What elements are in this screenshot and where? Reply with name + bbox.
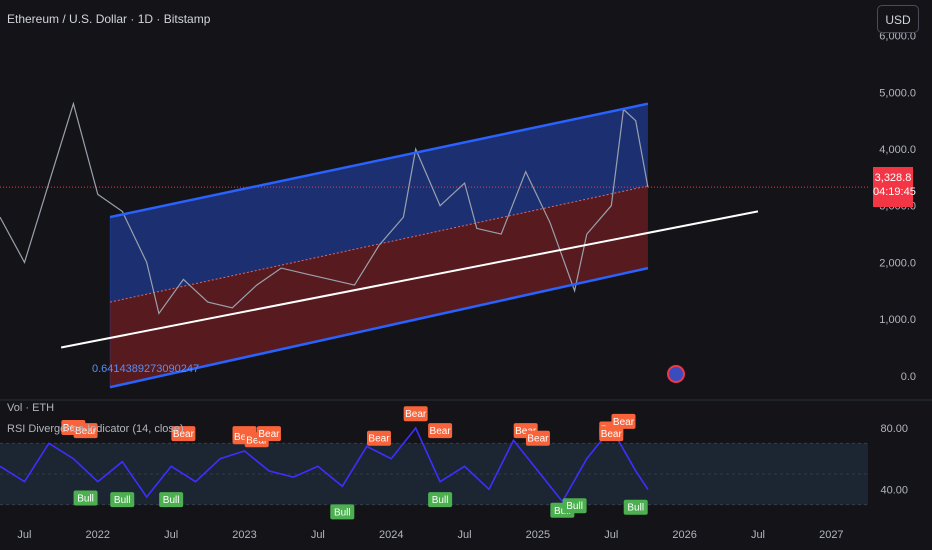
bull-marker-box <box>562 498 587 514</box>
price-axis-tick: 2,000.0 <box>879 257 916 269</box>
bear-marker: Bear <box>599 426 624 442</box>
bear-marker-label: Bear <box>173 429 195 440</box>
bear-marker-label: Bear <box>258 429 280 440</box>
bear-marker-label: Bear <box>405 409 427 420</box>
price-series-line <box>0 101 649 315</box>
bull-marker-box <box>330 504 355 520</box>
bear-marker: Bear <box>611 413 636 429</box>
bear-marker: Bear <box>403 406 428 422</box>
time-axis-tick: Jul <box>751 529 765 541</box>
bear-marker-box <box>256 426 281 442</box>
bull-marker-box <box>428 492 453 508</box>
price-axis-tick: 4,000.0 <box>879 144 916 156</box>
bull-marker: Bull <box>73 490 98 506</box>
time-axis-tick: 2026 <box>672 529 696 541</box>
bull-marker: Bull <box>623 499 648 515</box>
bear-marker-box <box>428 423 453 439</box>
bear-marker-box <box>403 406 428 422</box>
time-axis-tick: 2025 <box>526 529 550 541</box>
bear-marker: Bear <box>525 430 550 446</box>
bull-marker-label: Bull <box>334 507 351 518</box>
time-axis-tick: 2024 <box>379 529 403 541</box>
bear-marker-box <box>599 426 624 442</box>
bear-marker-label: Bear <box>515 426 537 437</box>
price-axis-tick: 6,000.0 <box>879 31 916 43</box>
bull-marker-label: Bull <box>554 506 571 517</box>
time-axis-tick: 2023 <box>232 529 256 541</box>
current-price-tag: 3,328.8 04:19:45 <box>873 167 916 207</box>
bear-marker-label: Bear <box>75 426 97 437</box>
channel-lower-fill <box>110 185 648 388</box>
channel-upper-fill <box>110 103 648 303</box>
time-axis-tick: Jul <box>311 529 325 541</box>
bull-marker: Bull <box>562 498 587 514</box>
bar-countdown: 04:19:45 <box>873 186 916 198</box>
bear-marker: Bear <box>171 426 196 442</box>
bear-marker: Bear <box>428 423 453 439</box>
bull-marker-box <box>110 492 135 508</box>
bear-marker-label: Bear <box>527 434 549 445</box>
time-axis-tick: Jul <box>17 529 31 541</box>
currency-button[interactable]: USD <box>877 5 919 33</box>
bull-marker-label: Bull <box>77 494 94 505</box>
current-price-value: 3,328.8 <box>874 172 912 184</box>
rsi-line <box>0 426 649 504</box>
bull-marker-box <box>73 490 98 506</box>
bear-marker: Bear <box>366 430 391 446</box>
price-axis-tick: 0.0 <box>901 371 916 383</box>
bull-marker-label: Bull <box>114 495 131 506</box>
bull-marker-label: Bull <box>432 495 449 506</box>
time-axis-tick: Jul <box>458 529 472 541</box>
bear-marker: Bear <box>256 426 281 442</box>
bull-marker-box <box>623 499 648 515</box>
channel-upper-line <box>109 102 649 219</box>
time-axis-tick: 2022 <box>86 529 110 541</box>
bear-marker-label: Bear <box>613 417 635 428</box>
bear-marker-label: Bear <box>430 426 452 437</box>
bull-marker-box <box>159 492 184 508</box>
bull-marker: Bull <box>330 504 355 520</box>
volume-label: Vol · ETH <box>7 402 55 414</box>
bear-marker-box <box>366 430 391 446</box>
bear-marker-box <box>73 423 98 439</box>
channel-lower-line <box>109 266 649 389</box>
bull-marker-label: Bull <box>627 503 644 514</box>
regression-line <box>60 210 759 349</box>
bear-marker-box <box>611 413 636 429</box>
price-axis-tick: 5,000.0 <box>879 87 916 99</box>
bear-marker-label: Bear <box>601 429 623 440</box>
bear-marker-box <box>171 426 196 442</box>
bull-marker: Bull <box>428 492 453 508</box>
time-axis-tick: Jul <box>604 529 618 541</box>
bear-marker-label: Bear <box>246 435 268 446</box>
rsi-axis-tick: 80.00 <box>880 423 908 435</box>
rsi-label: RSI Divergence Indicator (14, close) <box>7 423 184 435</box>
bull-marker-label: Bull <box>566 501 583 512</box>
bull-marker: Bull <box>159 492 184 508</box>
bull-marker: Bull <box>110 492 135 508</box>
bear-marker-box <box>525 430 550 446</box>
bear-marker: Bear <box>73 423 98 439</box>
chart-title: Ethereum / U.S. Dollar · 1D · Bitstamp <box>7 12 211 26</box>
price-axis-tick: 1,000.0 <box>879 314 916 326</box>
us-flag-icon <box>667 365 685 383</box>
rsi-axis-tick: 40.00 <box>880 484 908 496</box>
time-axis-tick: 2027 <box>819 529 843 541</box>
fib-value-label: 0.6414389273090247 <box>92 363 200 375</box>
time-axis-tick: Jul <box>164 529 178 541</box>
bear-marker-label: Bear <box>368 434 390 445</box>
bull-marker-label: Bull <box>163 495 180 506</box>
